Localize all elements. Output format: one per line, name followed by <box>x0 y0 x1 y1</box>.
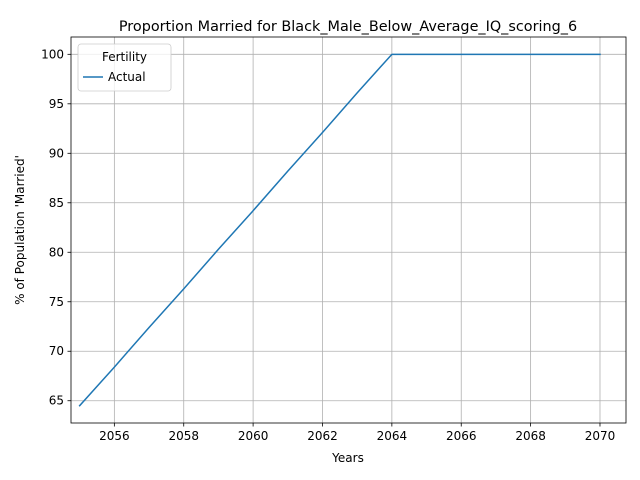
x-tick-label: 2058 <box>168 429 199 443</box>
y-tick-label: 95 <box>49 97 64 111</box>
x-axis-label: Years <box>331 451 364 465</box>
x-tick-label: 2066 <box>446 429 477 443</box>
x-tick-label: 2056 <box>99 429 130 443</box>
y-tick-label: 85 <box>49 196 64 210</box>
x-tick-label: 2060 <box>238 429 269 443</box>
legend: Fertility Actual <box>77 43 172 92</box>
legend-label-actual: Actual <box>108 70 146 84</box>
legend-title: Fertility <box>102 50 147 64</box>
x-ticks: 2056 2058 2060 2062 2064 2066 2068 2070 <box>99 423 615 443</box>
y-tick-label: 70 <box>49 344 64 358</box>
series-line-actual <box>78 53 601 407</box>
x-tick-label: 2062 <box>307 429 338 443</box>
chart-title: Proportion Married for Black_Male_Below_… <box>119 19 577 35</box>
y-ticks: 65 70 75 80 85 90 95 100 <box>41 47 71 408</box>
x-tick-label: 2064 <box>377 429 408 443</box>
y-tick-label: 90 <box>49 146 64 160</box>
plot-frame <box>70 36 627 424</box>
y-tick-label: 75 <box>49 295 64 309</box>
x-tick-label: 2068 <box>515 429 546 443</box>
series-layer <box>78 53 601 407</box>
y-axis-label: % of Population 'Married' <box>13 155 27 305</box>
x-tick-label: 2070 <box>585 429 616 443</box>
y-tick-label: 65 <box>49 394 64 408</box>
y-tick-label: 80 <box>49 245 64 259</box>
legend-box <box>77 43 172 92</box>
y-tick-label: 100 <box>41 47 64 61</box>
